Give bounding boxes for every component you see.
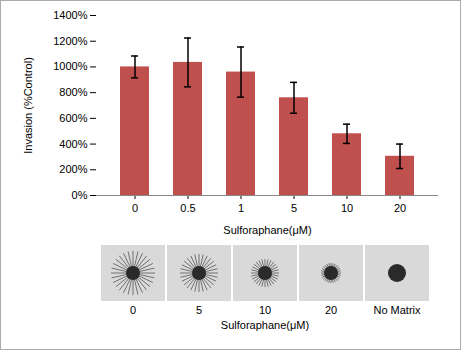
svg-text:1400%: 1400% [53, 9, 87, 21]
svg-text:Sulforaphane(μM): Sulforaphane(μM) [223, 224, 311, 236]
html-text:Sulforaphane(μM): Sulforaphane(μM) [220, 319, 310, 331]
svg-text:800%: 800% [59, 86, 87, 98]
svg-text:200%: 200% [59, 163, 87, 175]
html-text:No Matrix: No Matrix [373, 304, 421, 316]
svg-text:Invasion (%Control): Invasion (%Control) [22, 57, 34, 154]
svg-text:5: 5 [291, 202, 297, 214]
svg-text:0%: 0% [72, 189, 88, 201]
svg-text:0.5: 0.5 [180, 202, 195, 214]
svg-text:400%: 400% [59, 138, 87, 150]
html-text:0: 0 [129, 304, 137, 316]
svg-text:1200%: 1200% [53, 35, 87, 47]
html-text:5: 5 [195, 304, 203, 316]
html-text:10: 10 [258, 304, 272, 316]
svg-text:0: 0 [132, 202, 138, 214]
html-text:20: 20 [324, 304, 338, 316]
svg-text:20: 20 [394, 202, 406, 214]
svg-text:10: 10 [341, 202, 353, 214]
svg-text:1: 1 [238, 202, 244, 214]
svg-text:600%: 600% [59, 112, 87, 124]
svg-text:1000%: 1000% [53, 60, 87, 72]
